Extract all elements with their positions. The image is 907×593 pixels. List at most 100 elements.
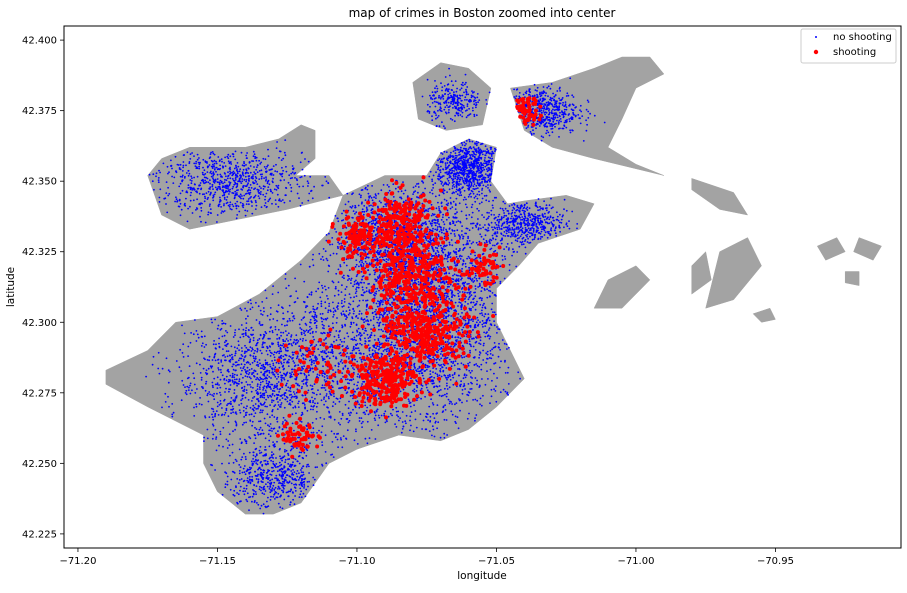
point-no-shooting-1659	[341, 326, 344, 329]
point-no-shooting-4139	[253, 442, 256, 444]
point-no-shooting-3906	[215, 438, 217, 440]
point-no-shooting-3709	[269, 355, 272, 357]
point-no-shooting-4279	[256, 347, 259, 350]
point-no-shooting-4342	[274, 386, 277, 389]
point-no-shooting-4032	[216, 392, 218, 395]
point-no-shooting-2770	[297, 340, 300, 342]
point-no-shooting-3531	[281, 344, 283, 347]
point-no-shooting-979	[444, 341, 447, 343]
point-no-shooting-3311	[307, 389, 310, 392]
point-no-shooting-211	[502, 388, 505, 391]
point-no-shooting-4604	[286, 334, 288, 337]
point-no-shooting-4461	[301, 380, 303, 383]
point-no-shooting-2597	[304, 394, 307, 397]
point-no-shooting-4532	[205, 373, 208, 376]
point-no-shooting-4072	[245, 421, 248, 424]
point-no-shooting-1818	[418, 305, 421, 308]
point-no-shooting-3472	[356, 375, 359, 378]
point-no-shooting-4388	[250, 390, 253, 393]
point-no-shooting-2694	[433, 385, 436, 388]
point-no-shooting-4089	[291, 368, 293, 371]
point-no-shooting-2496	[272, 399, 275, 402]
point-no-shooting-4249	[259, 394, 262, 397]
point-no-shooting-3923	[310, 388, 313, 391]
point-no-shooting-1876	[478, 354, 481, 356]
point-no-shooting-3818	[218, 404, 221, 406]
point-no-shooting-4528	[256, 373, 259, 375]
point-no-shooting-4605	[206, 428, 209, 431]
point-no-shooting-651	[289, 295, 292, 298]
point-no-shooting-4030	[248, 369, 251, 371]
point-no-shooting-4379	[280, 331, 282, 334]
point-no-shooting-3276	[343, 341, 346, 343]
point-no-shooting-2972	[324, 301, 327, 304]
point-no-shooting-1599	[476, 300, 478, 303]
point-no-shooting-3410	[327, 297, 329, 300]
point-no-shooting-2949	[192, 333, 195, 336]
point-no-shooting-3589	[395, 426, 398, 428]
point-no-shooting-4106	[235, 364, 237, 367]
point-no-shooting-957	[444, 311, 447, 314]
point-no-shooting-3277	[353, 383, 356, 386]
point-no-shooting-4603	[201, 336, 204, 338]
point-no-shooting-2711	[364, 413, 367, 415]
point-no-shooting-4269	[335, 357, 338, 360]
point-no-shooting-3662	[303, 451, 306, 454]
point-no-shooting-3091	[321, 287, 324, 289]
point-no-shooting-1707	[498, 328, 501, 331]
point-no-shooting-3528	[474, 285, 477, 287]
point-no-shooting-3577	[323, 379, 326, 381]
point-no-shooting-2399	[443, 418, 446, 421]
point-no-shooting-3363	[294, 277, 296, 280]
point-no-shooting-4843	[170, 159, 172, 162]
point-no-shooting-890	[431, 255, 433, 258]
point-no-shooting-923	[392, 196, 395, 198]
point-no-shooting-1978	[490, 357, 493, 360]
point-no-shooting-2136	[442, 125, 445, 128]
point-no-shooting-3776	[320, 399, 323, 402]
point-no-shooting-931	[468, 293, 471, 295]
point-no-shooting-3187	[342, 367, 345, 370]
point-no-shooting-3701	[255, 389, 257, 392]
point-no-shooting-4599	[245, 389, 248, 391]
point-no-shooting-2500	[337, 336, 340, 339]
point-no-shooting-3415	[329, 331, 332, 334]
point-no-shooting-2064	[455, 255, 458, 258]
point-no-shooting-1253	[477, 323, 480, 326]
point-no-shooting-1993	[353, 310, 355, 312]
point-no-shooting-340	[327, 311, 329, 314]
point-no-shooting-1281	[320, 317, 323, 319]
point-no-shooting-362	[450, 315, 453, 317]
point-no-shooting-2465	[422, 419, 425, 422]
point-no-shooting-14	[483, 242, 486, 244]
point-no-shooting-1013	[356, 273, 359, 276]
point-no-shooting-769	[493, 372, 495, 375]
point-no-shooting-148	[378, 266, 381, 268]
point-no-shooting-3663	[187, 355, 190, 357]
point-no-shooting-4013	[259, 362, 261, 365]
point-no-shooting-4503	[334, 403, 337, 405]
point-no-shooting-837	[465, 214, 468, 217]
point-no-shooting-1933	[501, 339, 504, 341]
point-no-shooting-887	[342, 305, 345, 307]
point-no-shooting-4855	[236, 214, 239, 216]
point-no-shooting-4634	[244, 414, 247, 417]
point-no-shooting-508	[479, 339, 482, 342]
point-no-shooting-4722	[277, 205, 280, 208]
point-no-shooting-872	[351, 352, 353, 354]
point-no-shooting-4334	[289, 375, 292, 377]
point-no-shooting-2649	[332, 252, 335, 255]
point-no-shooting-2820	[336, 380, 339, 383]
point-no-shooting-93	[344, 294, 347, 296]
point-no-shooting-4699	[226, 177, 229, 180]
point-no-shooting-360	[415, 200, 417, 203]
point-no-shooting-723	[480, 404, 483, 407]
point-no-shooting-2670	[265, 297, 268, 299]
point-no-shooting-4194	[270, 377, 272, 379]
point-no-shooting-4573	[262, 342, 264, 345]
point-no-shooting-372	[466, 291, 469, 294]
point-no-shooting-3534	[340, 313, 343, 316]
point-no-shooting-4533	[284, 398, 287, 401]
point-no-shooting-3814	[300, 369, 303, 371]
point-no-shooting-4960	[206, 171, 209, 174]
